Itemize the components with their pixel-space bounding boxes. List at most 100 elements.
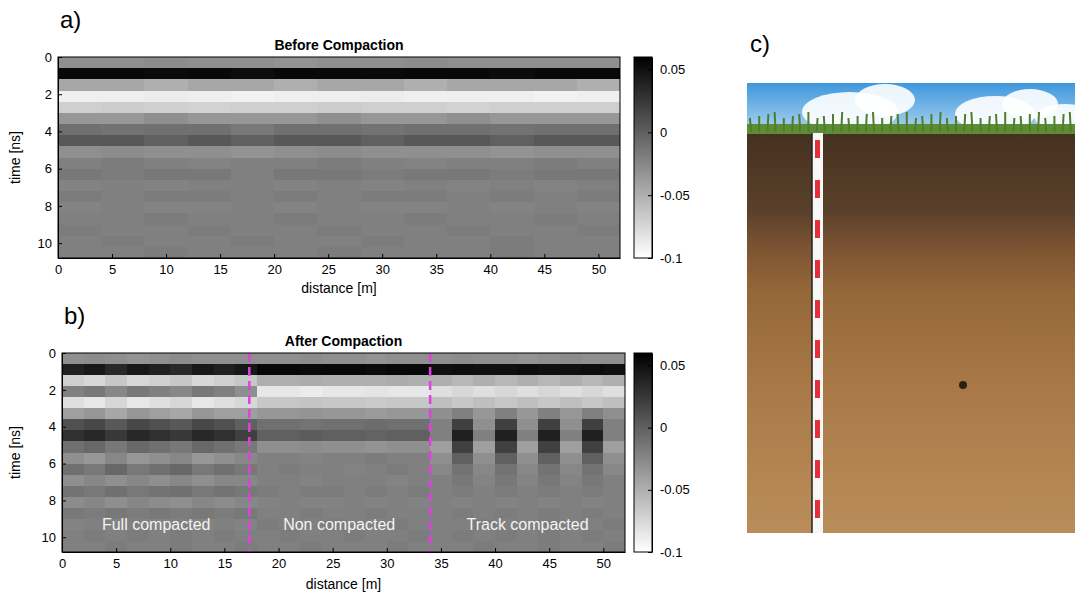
- cell: [279, 353, 301, 365]
- cell: [235, 430, 257, 442]
- cell: [214, 397, 236, 409]
- cell: [447, 191, 491, 203]
- cell: [170, 541, 192, 552]
- cell: [404, 91, 448, 103]
- tick: 30: [380, 548, 394, 571]
- cell: [317, 68, 361, 80]
- tick-mark: [648, 70, 652, 71]
- cell: [274, 102, 318, 114]
- cell: [361, 68, 405, 80]
- cell: [534, 213, 578, 225]
- cell: [149, 441, 171, 453]
- cell: [58, 68, 102, 80]
- cell: [279, 453, 301, 465]
- cell: [322, 441, 344, 453]
- cell: [365, 441, 387, 453]
- cell: [127, 430, 149, 442]
- cell: [408, 430, 430, 442]
- cell: [560, 453, 582, 465]
- cell: [300, 364, 322, 376]
- cell: [447, 113, 491, 125]
- ruler-edge: [811, 133, 813, 533]
- cell: [58, 91, 102, 103]
- cell: [101, 79, 145, 91]
- tick-mark: [279, 548, 280, 552]
- cell: [408, 441, 430, 453]
- cell: [577, 236, 620, 248]
- plot-frame: [58, 57, 620, 258]
- cell: [58, 102, 102, 114]
- cell: [274, 158, 318, 170]
- tick-mark: [274, 254, 275, 258]
- grass-blade: [832, 114, 834, 132]
- tick: 0: [648, 125, 667, 140]
- tick-label: 35: [430, 262, 444, 277]
- cell: [322, 541, 344, 552]
- cell: [105, 364, 127, 376]
- cell: [101, 102, 145, 114]
- cell: [344, 430, 366, 442]
- cell: [235, 353, 257, 365]
- cell: [144, 124, 188, 136]
- cell: [404, 102, 448, 114]
- cell: [317, 180, 361, 192]
- cell: [387, 453, 409, 465]
- cell: [105, 353, 127, 365]
- cell: [62, 475, 84, 487]
- cell: [408, 497, 430, 509]
- grass-blade: [930, 114, 932, 132]
- cell: [361, 146, 405, 158]
- cell: [490, 57, 534, 69]
- cell: [452, 497, 474, 509]
- cell: [517, 375, 539, 387]
- cell: [235, 408, 257, 420]
- cell: [144, 225, 188, 237]
- cell: [62, 508, 84, 520]
- tick-mark: [170, 548, 171, 552]
- cell: [127, 486, 149, 498]
- cell: [317, 247, 361, 258]
- cell: [127, 353, 149, 365]
- soil: [747, 130, 1075, 533]
- cell: [317, 135, 361, 147]
- tick: 4: [49, 419, 66, 434]
- cell: [257, 386, 279, 398]
- cell: [344, 353, 366, 365]
- cell: [582, 375, 604, 387]
- cell: [560, 419, 582, 431]
- cell: [387, 430, 409, 442]
- tick-mark: [549, 548, 550, 552]
- cell: [101, 225, 145, 237]
- cell: [365, 375, 387, 387]
- grass-blade: [898, 114, 899, 132]
- cell: [365, 497, 387, 509]
- cell: [490, 180, 534, 192]
- cell: [58, 113, 102, 125]
- cell: [300, 419, 322, 431]
- cell: [144, 79, 188, 91]
- tick-label: 30: [375, 262, 389, 277]
- cell: [452, 375, 474, 387]
- cell: [58, 202, 102, 214]
- cell: [408, 397, 430, 409]
- cell: [430, 397, 452, 409]
- cell: [538, 386, 560, 398]
- tick: 40: [488, 548, 502, 571]
- cell: [62, 353, 84, 365]
- cell: [231, 213, 275, 225]
- cell: [495, 475, 517, 487]
- tick-label: 10: [42, 530, 56, 545]
- cell: [430, 508, 452, 520]
- cell: [317, 113, 361, 125]
- axis: 0.050-0.05-0.1: [648, 354, 690, 560]
- cell: [404, 158, 448, 170]
- cell: [361, 79, 405, 91]
- tick-label: 35: [434, 556, 448, 571]
- cell: [344, 464, 366, 476]
- cell: [534, 191, 578, 203]
- cell: [452, 386, 474, 398]
- tick-label: 0: [59, 556, 66, 571]
- tick-mark: [62, 464, 66, 465]
- cell: [144, 91, 188, 103]
- cell: [577, 102, 620, 114]
